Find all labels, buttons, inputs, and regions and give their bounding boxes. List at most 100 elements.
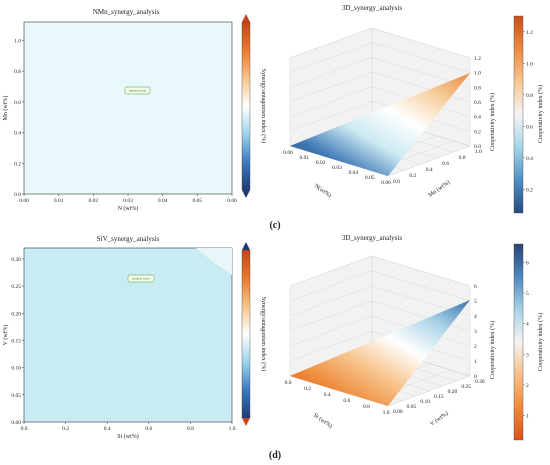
panel-c-3d-surface	[290, 73, 470, 176]
c-3d-colorbar-tick-label: 1.0	[526, 61, 533, 67]
panel-d-contour-ylabel: V (wt%)	[2, 325, 9, 346]
d-3d-y-tick-label: 0.05	[407, 404, 417, 410]
d-contour-x-tick-label: 0.4	[104, 426, 111, 432]
panel-c-contour-colorbar	[241, 21, 251, 191]
d-3d-y-tick-label: 0.00	[393, 409, 403, 415]
panel-d-3d-title: 3D_synergy_analysis	[342, 234, 402, 242]
c-contour-x-tick-label: 0.06	[227, 198, 237, 204]
panel-c-3d-ylabel: Mn (wt%)	[427, 179, 451, 199]
d-3d-y-tick-label: 0.25	[461, 384, 471, 390]
d-contour-y-tick-label: 0.30	[11, 257, 21, 263]
c-3d-x-tick-label: 0.06	[381, 180, 391, 186]
panel-c-label: (c)	[269, 220, 280, 231]
c-contour-x-tick-label: 0.04	[158, 198, 168, 204]
c-3d-colorbar-tick-label: 0.2	[526, 187, 533, 193]
panel-c-contour-y-ticks: 0.0 0.2 0.4 0.6 0.8 1.0	[14, 38, 24, 198]
d-3d-y-tick-label: 0.30	[475, 379, 485, 385]
c-3d-colorbar-tick-label: 0.6	[526, 124, 533, 130]
c-3d-x-tick-label: 0.04	[349, 170, 359, 176]
panel-c: NMn_synergy_analysis neutral zone 0.00 0.…	[2, 4, 544, 231]
c-3d-z-tick-label: 1.2	[474, 56, 481, 62]
d-3d-colorbar-tick-label: 4	[526, 322, 529, 328]
d-3d-x-tick-label: 0.8	[363, 404, 370, 410]
panel-c-contour-x-ticks: 0.00 0.01 0.02 0.03 0.04 0.05 0.06	[19, 194, 237, 204]
panel-c-3d-x-ticks: 0.00 0.01 0.02 0.03 0.04 0.05 0.06	[283, 150, 391, 186]
panel-d-contour-x-ticks: 0.0 0.2 0.4 0.6 0.8 1.0	[21, 422, 236, 432]
c-contour-x-tick-label: 0.01	[54, 198, 64, 204]
c-3d-wall-gridline	[289, 42, 471, 73]
d-3d-z-tick-label: 1	[474, 359, 477, 365]
panel-d-contour-colorbar-label: Synergy/antagonism index (%)	[260, 297, 267, 372]
c-3d-floor-gridline	[387, 145, 471, 177]
d-3d-x-tick-label: 0.4	[324, 392, 331, 398]
panel-d-3d-zlabel: Cooperativity index (%)	[489, 321, 496, 379]
panel-d-neutral-box	[127, 274, 155, 283]
c-contour-x-tick-label: 0.02	[89, 198, 99, 204]
c-contour-x-tick-label: 0.00	[19, 198, 29, 204]
d-contour-x-tick-label: 0.6	[145, 426, 152, 432]
d-contour-x-tick-label: 0.0	[21, 426, 28, 432]
d-3d-x-tick-label: 0.0	[285, 380, 292, 386]
panel-c-contour-plot: NMn_synergy_analysis neutral zone 0.00 0.…	[2, 8, 267, 212]
panel-c-contour-title: NMn_synergy_analysis	[93, 8, 160, 16]
panel-c-3d-xlabel: N(wt%)	[313, 182, 333, 199]
d-contour-y-tick-label: 0.00	[11, 420, 21, 426]
c-3d-z-tick-label: 0.4	[474, 115, 481, 121]
panel-d-3d-plot: 3D_synergy_analysis 0.0 0.2 0.4 0.6 0.8 1.0 0…	[285, 234, 544, 441]
panel-d-colorbar-top-extend	[242, 242, 250, 250]
d-3d-x-tick-label: 0.2	[304, 386, 311, 392]
panel-d-3d-surface	[290, 300, 470, 406]
panel-c-contour-fill	[23, 21, 233, 195]
c-3d-wall-gridline	[289, 101, 471, 132]
c-3d-y-tick-label: 0.2	[409, 173, 416, 179]
panel-d-3d-colorbar-ticks: 1 2 3 4 5 6	[523, 260, 529, 420]
panel-c-3d-title: 3D_synergy_analysis	[342, 4, 402, 12]
c-contour-y-tick-label: 0.0	[14, 192, 21, 198]
d-3d-z-tick-label: 2	[474, 344, 477, 350]
d-3d-x-tick-label: 0.6	[343, 398, 350, 404]
panel-d-contour-corner-region	[196, 248, 232, 275]
c-3d-x-tick-label: 0.03	[332, 165, 342, 171]
c-3d-z-tick-label: 0.8	[474, 85, 481, 91]
panel-c-3d-z-ticks: 0.0 0.2 0.4 0.6 0.8 1.0 1.2	[474, 56, 481, 150]
c-contour-y-tick-label: 0.8	[14, 69, 21, 75]
panel-c-contour-ylabel: Mn (wt%)	[2, 96, 9, 121]
c-3d-z-tick-label: 0.2	[474, 129, 481, 135]
panel-c-3d-plot: 3D_synergy_analysis 0.00 0.01 0.02 0.03 0.04…	[283, 4, 544, 214]
c-contour-y-tick-label: 1.0	[14, 38, 21, 44]
panel-d: SiV_synergy_analysis neutral zone 0.0 0.2…	[2, 234, 544, 461]
d-3d-colorbar-tick-label: 2	[526, 383, 529, 389]
d-3d-y-tick-label: 0.10	[420, 399, 430, 405]
d-contour-y-tick-label: 0.25	[11, 284, 21, 290]
panel-c-contour-colorbar-label: Synergy/antagonism index (%)	[260, 69, 267, 144]
panel-d-3d-z-ticks: 0 1 2 3 4 5 6	[474, 284, 477, 380]
c-3d-x-tick-label: 0.00	[283, 150, 293, 156]
panel-d-contour-fill	[23, 247, 233, 423]
d-contour-x-tick-label: 0.2	[62, 426, 69, 432]
panel-c-3d-colorbar-ticks: 0.2 0.4 0.6 0.8 1.0 1.2	[523, 30, 533, 193]
d-3d-y-tick-label: 0.20	[448, 389, 458, 395]
d-3d-wall-gridline	[289, 255, 471, 287]
c-3d-x-tick-label: 0.05	[365, 175, 375, 181]
c-3d-z-tick-label: 0.6	[474, 100, 481, 106]
d-3d-colorbar-tick-label: 6	[526, 260, 529, 266]
panel-c-3d-colorbar-label: Cooperativity index (%)	[537, 85, 544, 143]
panel-d-3d-colorbar	[513, 243, 524, 441]
c-contour-y-tick-label: 0.6	[14, 100, 21, 106]
panel-d-3d-ylabel: V (wt%)	[429, 410, 450, 428]
c-3d-y-tick-label: 0.6	[442, 161, 449, 167]
c-contour-y-tick-label: 0.2	[14, 161, 21, 167]
panel-d-neutral-label: neutral zone	[132, 277, 150, 281]
panel-d-contour-plot: SiV_synergy_analysis neutral zone 0.0 0.2…	[2, 235, 267, 440]
c-3d-x-tick-label: 0.02	[316, 160, 326, 166]
panel-c-colorbar-bottom-extend	[242, 190, 250, 198]
c-contour-y-tick-label: 0.4	[14, 131, 21, 137]
panel-d-contour-xlabel: Si (wt%)	[117, 433, 139, 440]
c-3d-z-tick-label: 1.0	[474, 71, 481, 77]
d-3d-z-tick-label: 4	[474, 314, 477, 320]
panel-d-label: (d)	[269, 450, 281, 461]
panel-d-3d-x-ticks: 0.0 0.2 0.4 0.6 0.8 1.0	[285, 380, 390, 416]
d-3d-x-tick-label: 1.0	[383, 410, 390, 416]
panel-c-3d-colorbar	[513, 15, 524, 214]
